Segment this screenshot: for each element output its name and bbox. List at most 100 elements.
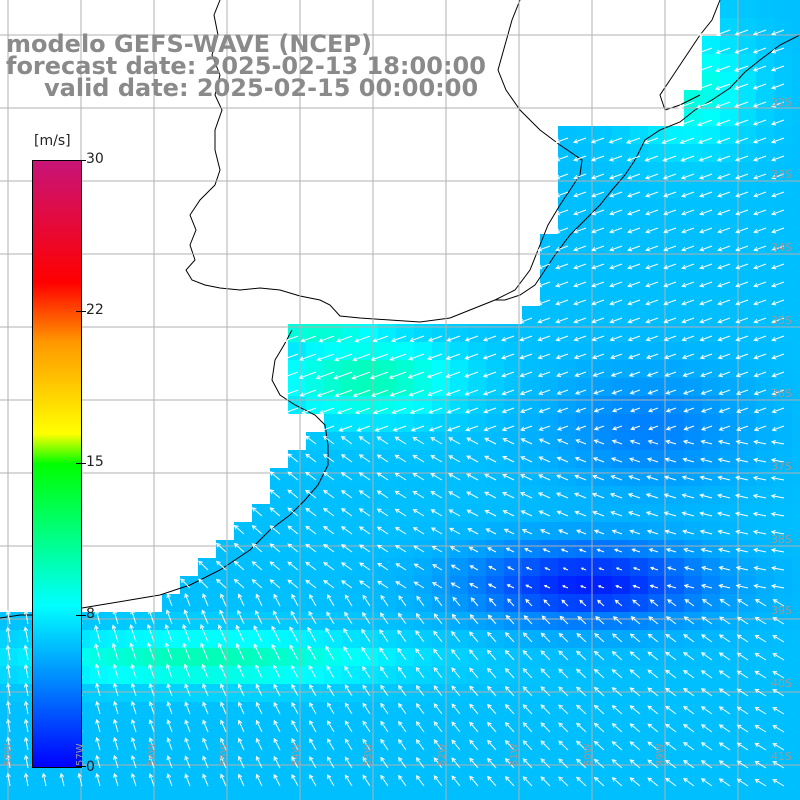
wind-arrow xyxy=(111,642,119,661)
wind-speed-cell xyxy=(108,792,126,800)
wind-speed-cell xyxy=(558,720,576,738)
wind-speed-cell xyxy=(684,774,702,792)
wind-speed-cell xyxy=(666,288,684,306)
wind-speed-cell xyxy=(522,702,540,720)
wind-arrow xyxy=(770,475,785,481)
wind-arrow xyxy=(700,652,713,661)
wind-speed-cell xyxy=(522,432,540,450)
wind-arrow xyxy=(648,616,659,625)
wind-arrow xyxy=(770,493,785,499)
wind-arrow xyxy=(464,353,479,360)
wind-arrow xyxy=(519,353,533,360)
wind-speed-cell xyxy=(594,720,612,738)
wind-arrow xyxy=(609,227,623,234)
wind-speed-cell xyxy=(306,738,324,756)
wind-speed-cell xyxy=(234,576,252,594)
wind-arrow xyxy=(506,566,515,571)
wind-arrow xyxy=(237,593,245,607)
wind-arrow xyxy=(251,579,263,589)
wind-arrow xyxy=(358,508,371,517)
wind-speed-cell xyxy=(450,504,468,522)
wind-speed-cell xyxy=(360,432,378,450)
wind-arrow xyxy=(237,609,245,625)
wind-speed-cell xyxy=(666,792,684,800)
wind-speed-cell xyxy=(774,684,792,702)
wind-arrow xyxy=(59,772,65,787)
wind-arrow xyxy=(716,29,731,36)
wind-arrow xyxy=(647,687,659,697)
wind-arrow xyxy=(699,529,713,535)
wind-speed-cell xyxy=(630,720,648,738)
wind-arrow xyxy=(593,704,605,715)
wind-speed-cell xyxy=(756,198,774,216)
wind-arrow xyxy=(699,227,713,234)
wind-arrow xyxy=(771,245,785,252)
wind-arrow xyxy=(291,755,299,769)
wind-speed-cell xyxy=(252,504,270,522)
wind-arrow xyxy=(215,560,227,571)
wind-speed-cell xyxy=(648,702,666,720)
wind-speed-cell xyxy=(378,414,396,432)
wind-arrow xyxy=(522,704,533,715)
wind-arrow xyxy=(645,335,659,342)
wind-speed-cell xyxy=(792,594,800,612)
wind-arrow xyxy=(483,407,497,414)
wind-speed-cell xyxy=(630,360,648,378)
wind-arrow xyxy=(370,353,389,362)
wind-arrow xyxy=(519,371,533,378)
wind-speed-cell xyxy=(360,684,378,702)
lon-label: 52W xyxy=(437,743,448,766)
wind-speed-cell xyxy=(360,378,378,396)
wind-speed-cell xyxy=(306,576,324,594)
wind-speed-cell xyxy=(720,648,738,666)
wind-arrow xyxy=(609,335,623,342)
wind-arrow xyxy=(290,664,299,679)
wind-arrow xyxy=(148,773,155,787)
wind-arrow xyxy=(113,700,119,715)
wind-arrow xyxy=(663,475,677,481)
wind-arrow xyxy=(334,353,353,362)
wind-arrow xyxy=(325,645,335,661)
wind-arrow xyxy=(681,281,695,288)
wind-speed-cell xyxy=(288,522,306,540)
wind-speed-cell xyxy=(756,522,774,540)
wind-arrow xyxy=(362,720,371,733)
wind-arrow xyxy=(323,489,335,499)
wind-arrow xyxy=(610,457,623,463)
wind-arrow xyxy=(772,689,785,697)
wind-arrow xyxy=(540,740,551,751)
wind-arrow xyxy=(430,455,443,463)
wind-arrow xyxy=(698,155,713,162)
wind-speed-cell xyxy=(594,342,612,360)
wind-arrow xyxy=(23,772,29,787)
wind-arrow xyxy=(628,475,641,481)
lon-label: 56W xyxy=(147,743,158,766)
colorbar-tickmark xyxy=(76,160,86,161)
wind-speed-cell xyxy=(684,414,702,432)
wind-speed-cell xyxy=(756,360,774,378)
wind-speed-cell xyxy=(414,540,432,558)
wind-arrow xyxy=(327,756,335,769)
wind-speed-cell xyxy=(774,738,792,756)
wind-arrow xyxy=(309,593,317,607)
wind-arrow xyxy=(451,757,461,769)
wind-arrow xyxy=(291,719,299,733)
wind-arrow xyxy=(380,720,389,733)
wind-arrow xyxy=(255,719,263,733)
wind-arrow xyxy=(537,492,551,499)
wind-arrow xyxy=(537,317,551,324)
wind-arrow xyxy=(469,721,479,733)
wind-arrow xyxy=(183,663,191,679)
wind-speed-cell xyxy=(486,396,504,414)
wind-speed-cell xyxy=(360,468,378,486)
wind-speed-cell xyxy=(720,558,738,576)
wind-arrow xyxy=(413,545,425,553)
wind-speed-cell xyxy=(792,648,800,666)
wind-speed-cell xyxy=(774,216,792,234)
wind-arrow xyxy=(253,625,263,643)
wind-arrow xyxy=(609,317,623,324)
wind-arrow xyxy=(299,353,317,361)
wind-speed-cell xyxy=(648,684,666,702)
wind-arrow xyxy=(735,439,749,445)
wind-arrow xyxy=(395,581,407,589)
